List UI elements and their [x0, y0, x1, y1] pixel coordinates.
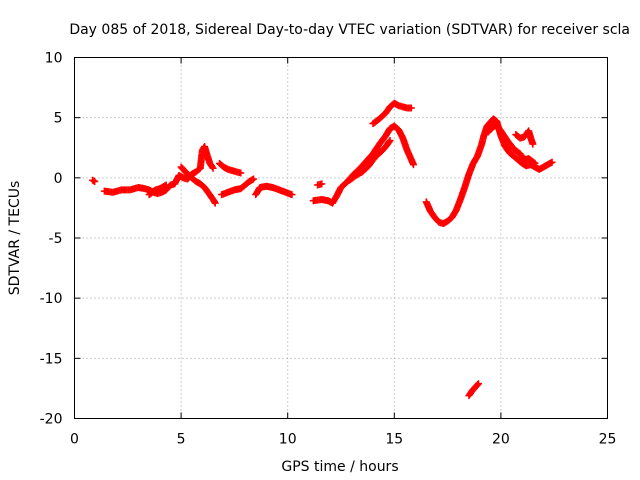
data-point	[474, 381, 482, 389]
data-point	[531, 159, 539, 167]
data-point	[548, 158, 556, 166]
y-tick-label: -20	[40, 412, 63, 428]
y-tick-label: 5	[54, 111, 63, 127]
x-axis-label: GPS time / hours	[281, 459, 398, 475]
plot-frame	[74, 57, 608, 419]
x-tick-label: 25	[599, 432, 617, 448]
data-point	[250, 175, 258, 183]
y-tick-label: -15	[40, 351, 63, 367]
data-point	[530, 159, 538, 167]
grid	[74, 57, 608, 419]
data-point	[385, 138, 393, 146]
y-tick-label: -10	[40, 291, 63, 307]
x-tick-label: 5	[177, 432, 186, 448]
x-tick-label: 10	[279, 432, 297, 448]
data-point	[211, 199, 219, 207]
y-tick-label: -5	[49, 231, 63, 247]
y-tick-label: 10	[45, 51, 63, 67]
data-point	[208, 163, 216, 171]
data-point	[409, 161, 417, 169]
data-point	[237, 169, 245, 177]
data-point	[386, 137, 394, 145]
data-point	[209, 164, 217, 172]
data-point	[475, 380, 483, 388]
chart-title: Day 085 of 2018, Sidereal Day-to-day VTE…	[69, 22, 630, 38]
x-tick-label: 15	[385, 432, 403, 448]
x-tick-label: 20	[492, 432, 510, 448]
data-point	[162, 181, 170, 189]
y-tick-label: 0	[54, 171, 63, 187]
data-point	[529, 140, 537, 148]
data-point	[407, 104, 415, 112]
data-series	[89, 99, 556, 400]
axis-ticks: 0 5 10 15 20 25 -20 -15 -10 -5 0 5 10	[40, 51, 617, 448]
data-point	[318, 180, 326, 188]
data-point	[91, 177, 99, 185]
data-point	[288, 191, 296, 199]
y-axis-label: SDTVAR / TECUs	[7, 181, 23, 296]
x-tick-label: 0	[70, 432, 79, 448]
